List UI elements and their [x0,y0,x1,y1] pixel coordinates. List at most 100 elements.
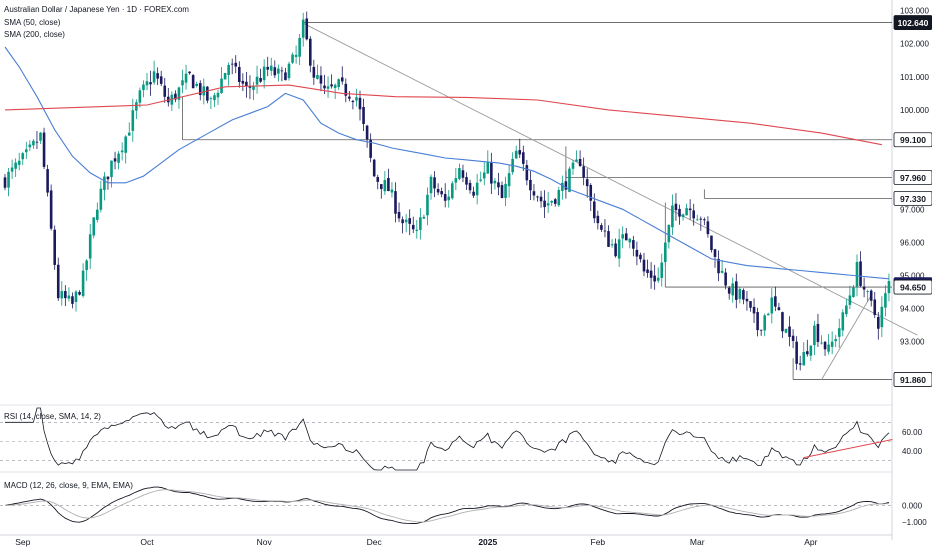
candle-body [710,235,713,250]
candle-body [486,161,490,174]
candle-body [607,231,610,247]
candle-body [610,244,614,246]
candle-body [387,177,390,192]
candle-body [784,328,788,333]
candle-body [3,177,7,188]
candle-body [845,305,848,315]
candle-body [532,191,536,196]
candle-body [852,287,855,298]
price-label-text: 97.330 [900,194,926,204]
sma50-legend: SMA (50, close) [4,18,61,27]
macd-pane [0,486,892,524]
candle-body [862,286,866,290]
candle-body [248,86,252,88]
candle-body [642,259,646,272]
candle-body [841,312,845,331]
candle-body [571,162,575,169]
candle-body [209,98,213,100]
pane-frames [0,0,893,540]
candle-body [163,85,167,97]
candle-body [717,258,720,274]
price-label-box [893,132,932,148]
candle-body [621,234,624,239]
candle-body [617,239,621,259]
candle-body [475,182,479,196]
candle-body [837,328,841,337]
time-tick-label: Sep [15,537,30,547]
price-tick-label: 103.000 [900,7,929,16]
candle-body [284,72,287,81]
candle-body [408,218,411,224]
rsi-tick-label: 60.00 [902,428,923,437]
candle-body [32,140,35,146]
time-tick-label: Oct [140,537,154,547]
candle-body [724,272,727,286]
candle-body [529,180,532,191]
time-tick-label: Mar [690,537,705,547]
candle-body [85,260,88,271]
candle-body [564,181,568,190]
price-tick-label: 96.000 [900,238,925,247]
macd-signal-line [4,489,889,523]
candle-body [766,313,770,316]
candle-body [522,152,525,164]
candle-body [426,194,429,216]
candle-body [372,159,376,177]
candle-body [14,162,17,169]
candle-body [539,196,543,202]
candle-body [788,326,791,337]
candle-body [216,92,220,98]
price-label-box [893,372,932,387]
candle-body [667,224,671,243]
price-tick-label: 101.000 [900,73,929,82]
candle-body [287,63,291,79]
candle-body [440,191,443,195]
time-tick-label: Dec [367,537,383,547]
candle-body [493,180,497,184]
candle-body [589,185,593,201]
price-tick-label: 97.000 [900,205,925,214]
candle-body [124,136,127,153]
candle-body [561,182,564,191]
candle-body [145,81,149,86]
candle-body [397,211,401,219]
candle-body [869,290,873,301]
trendline-1 [821,295,872,381]
price-axis: 103.000102.000101.000100.00099.00098.000… [893,7,932,527]
candle-body [365,125,369,140]
candle-body [195,83,198,86]
candle-body [191,75,195,89]
candle-body [795,341,798,364]
candle-body [174,93,177,100]
price-label-box [893,170,932,185]
candle-body [713,249,717,257]
candle-body [458,168,461,179]
candle-body [433,177,436,189]
price-tick-label: 95.000 [900,271,925,280]
candle-body [759,329,763,331]
candle-body [525,165,529,181]
candle-body [269,65,273,71]
candle-body [351,100,355,103]
candle-body [88,234,92,259]
candle-body [468,182,472,191]
candle-body [699,218,703,220]
rsi-trendline [803,438,893,459]
candle-body [294,54,298,57]
candle-body [585,179,589,187]
candle-body [806,351,809,355]
candle-body [404,219,408,223]
candle-body [110,160,113,178]
candle-body [422,216,426,219]
candle-body [770,297,774,314]
candle-body [568,168,571,192]
candle-body [816,323,820,342]
candle-body [266,66,269,70]
macd-line [4,486,890,524]
candle-body [855,261,859,287]
candle-body [688,208,692,211]
candle-body [848,295,852,305]
candle-body [695,219,699,221]
candle-body [255,76,259,85]
